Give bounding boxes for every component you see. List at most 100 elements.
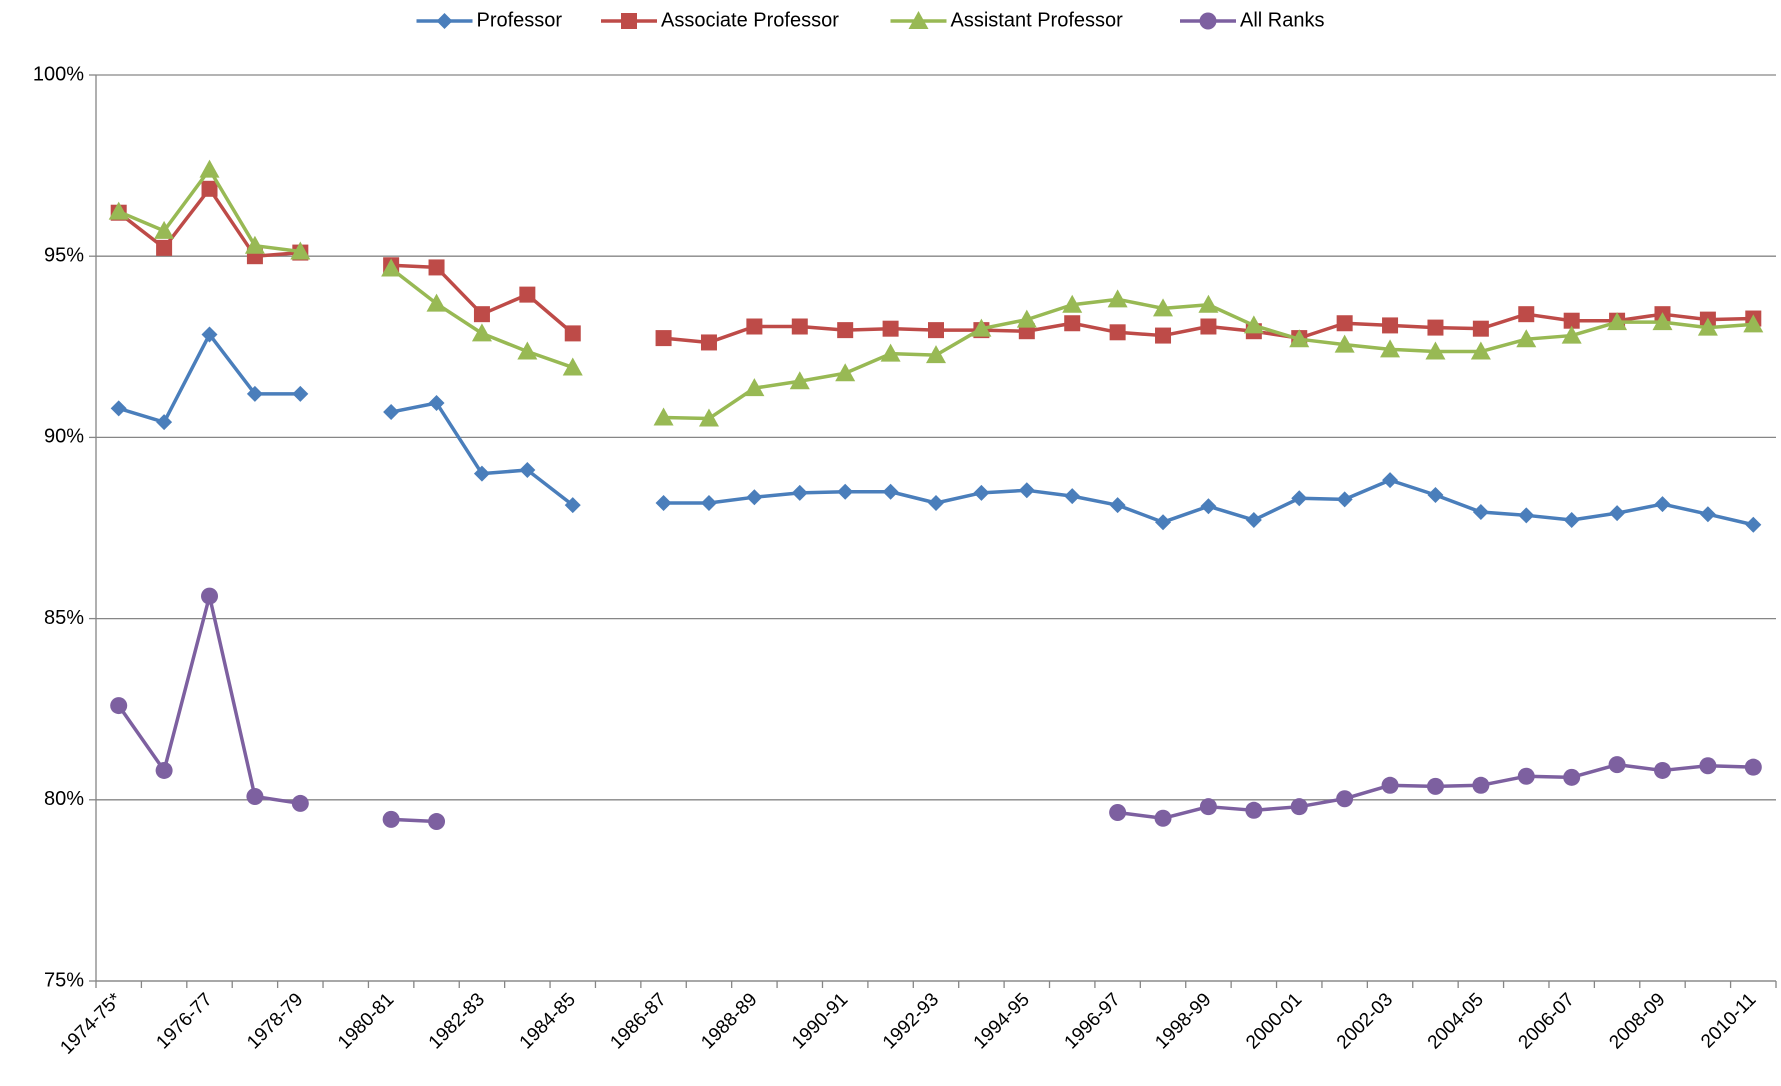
marker (244, 235, 265, 254)
marker (1697, 317, 1718, 336)
marker (1472, 776, 1490, 794)
y-tick-label: 100% (33, 63, 84, 85)
marker (1064, 315, 1081, 332)
marker (928, 322, 944, 339)
marker (1472, 320, 1489, 337)
marker (1517, 767, 1535, 785)
marker (928, 494, 944, 511)
y-tick-label: 90% (44, 426, 84, 448)
marker (1291, 490, 1308, 507)
marker (517, 341, 538, 360)
marker (1563, 512, 1580, 529)
marker (428, 394, 445, 411)
marker (1336, 315, 1353, 332)
x-tick-label: 2000-01 (1242, 989, 1306, 1053)
marker (292, 385, 309, 402)
marker (1518, 306, 1535, 323)
marker (1561, 325, 1582, 344)
marker (201, 180, 218, 197)
marker (1745, 516, 1762, 533)
marker (246, 788, 264, 806)
marker (1109, 497, 1126, 514)
marker (1062, 294, 1083, 313)
marker (1153, 298, 1174, 317)
legend-label: Assistant Professor (951, 9, 1124, 31)
marker (1380, 339, 1401, 358)
marker (744, 378, 765, 397)
x-tick-label: 2002-03 (1333, 989, 1397, 1053)
marker (1245, 512, 1262, 529)
marker (564, 497, 581, 514)
marker (199, 159, 220, 178)
marker (471, 323, 492, 342)
marker (1200, 318, 1217, 335)
marker (246, 385, 263, 402)
legend-label: All Ranks (1240, 9, 1324, 31)
marker (1743, 314, 1764, 333)
marker (1016, 309, 1037, 328)
marker (473, 465, 490, 482)
marker (1155, 327, 1172, 344)
legend-label: Professor (477, 9, 563, 31)
series-line (118, 167, 1754, 421)
marker (880, 343, 901, 362)
marker (1427, 487, 1444, 504)
x-tick-label: 1978-79 (243, 989, 307, 1053)
marker (700, 494, 717, 511)
marker (1744, 758, 1762, 776)
x-tick-label: 1974-75* (56, 989, 126, 1059)
marker (1382, 317, 1399, 334)
marker (156, 239, 173, 256)
marker (882, 320, 899, 337)
x-tick-label: 1980-81 (334, 989, 398, 1053)
legend-marker (908, 11, 929, 29)
marker (1563, 768, 1581, 786)
marker (108, 201, 129, 220)
x-tick-label: 1976-77 (152, 989, 216, 1053)
x-tick-label: 2006-07 (1515, 989, 1579, 1053)
marker (700, 334, 717, 351)
marker (971, 318, 992, 337)
marker (882, 483, 899, 500)
x-tick-label: 2004-05 (1424, 989, 1488, 1053)
y-tick-label: 80% (44, 788, 84, 810)
marker (1472, 504, 1489, 521)
marker (201, 326, 218, 343)
marker (1609, 505, 1626, 522)
marker (562, 357, 583, 376)
marker (383, 404, 400, 421)
marker (1425, 341, 1446, 360)
marker (1427, 319, 1444, 336)
x-tick-label: 1984-85 (516, 989, 580, 1053)
marker (1516, 329, 1537, 348)
x-tick-label: 1992-93 (879, 989, 943, 1053)
marker (1382, 472, 1399, 489)
marker (698, 408, 719, 427)
x-tick-label: 1982-83 (425, 989, 489, 1053)
x-tick-label: 1988-89 (697, 989, 761, 1053)
marker (789, 371, 810, 390)
marker (791, 484, 808, 501)
marker (1018, 482, 1035, 499)
marker (837, 322, 854, 339)
marker (1470, 341, 1491, 360)
marker (291, 794, 309, 812)
marker (519, 462, 536, 479)
marker (154, 220, 175, 239)
x-tick-label: 1986-87 (606, 989, 670, 1053)
marker (1381, 776, 1399, 794)
marker (428, 813, 446, 831)
x-tick-label: 1998-99 (1151, 989, 1215, 1053)
marker (746, 318, 763, 335)
marker (1245, 801, 1263, 819)
marker (1200, 498, 1217, 515)
marker (1699, 757, 1717, 775)
marker (201, 587, 219, 605)
marker (973, 484, 990, 501)
marker (1289, 329, 1310, 348)
marker (1064, 488, 1081, 505)
marker (655, 330, 672, 347)
marker (1155, 514, 1172, 531)
